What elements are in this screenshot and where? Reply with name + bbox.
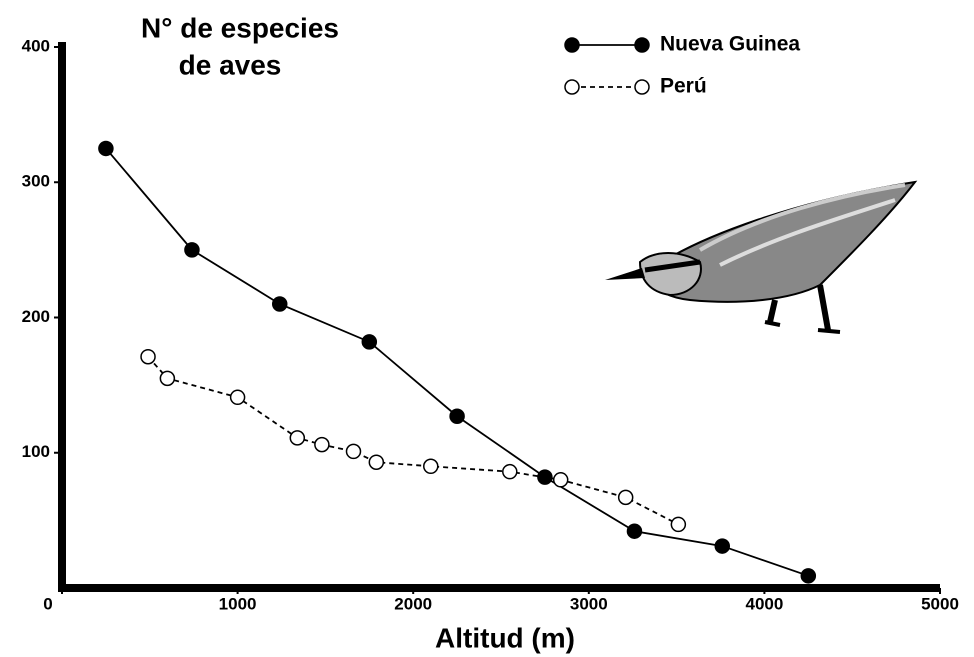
data-point xyxy=(619,490,633,504)
chart: N° de especies de aves Altitud (m) 100 20… xyxy=(0,0,974,657)
series-line xyxy=(106,148,808,575)
y-tick-label: 300 xyxy=(22,172,50,191)
data-point xyxy=(315,438,329,452)
bird-illustration xyxy=(605,182,915,332)
legend-marker xyxy=(565,80,579,94)
legend-marker xyxy=(565,38,579,52)
data-point xyxy=(231,390,245,404)
legend-marker xyxy=(635,80,649,94)
x-tick-label: 4000 xyxy=(745,594,783,613)
x-tick-label: 0 xyxy=(43,594,52,613)
y-tick-label: 400 xyxy=(22,36,50,55)
legend-label: Nueva Guinea xyxy=(660,33,800,56)
data-point xyxy=(141,350,155,364)
x-axis-label: Altitud (m) xyxy=(435,622,575,653)
y-axis-label: N° de especies xyxy=(141,12,339,43)
data-point xyxy=(99,141,113,155)
data-point xyxy=(627,524,641,538)
x-tick-label: 2000 xyxy=(394,594,432,613)
data-point xyxy=(346,444,360,458)
x-tick-label: 3000 xyxy=(570,594,608,613)
data-point xyxy=(801,569,815,583)
series-line xyxy=(148,357,678,525)
legend-marker xyxy=(635,38,649,52)
data-point xyxy=(450,409,464,423)
y-tick-label: 100 xyxy=(22,442,50,461)
data-point xyxy=(503,465,517,479)
data-point xyxy=(290,431,304,445)
data-point xyxy=(160,371,174,385)
data-point xyxy=(715,539,729,553)
data-point xyxy=(369,455,383,469)
y-tick-label: 200 xyxy=(22,307,50,326)
data-point xyxy=(273,297,287,311)
legend-label: Perú xyxy=(660,75,707,98)
x-tick-label: 5000 xyxy=(921,594,959,613)
data-point xyxy=(424,459,438,473)
data-point xyxy=(671,517,685,531)
x-tick-label: 1000 xyxy=(219,594,257,613)
data-point xyxy=(185,243,199,257)
y-axis-label: de aves xyxy=(179,49,282,80)
data-point xyxy=(554,473,568,487)
data-point xyxy=(362,335,376,349)
